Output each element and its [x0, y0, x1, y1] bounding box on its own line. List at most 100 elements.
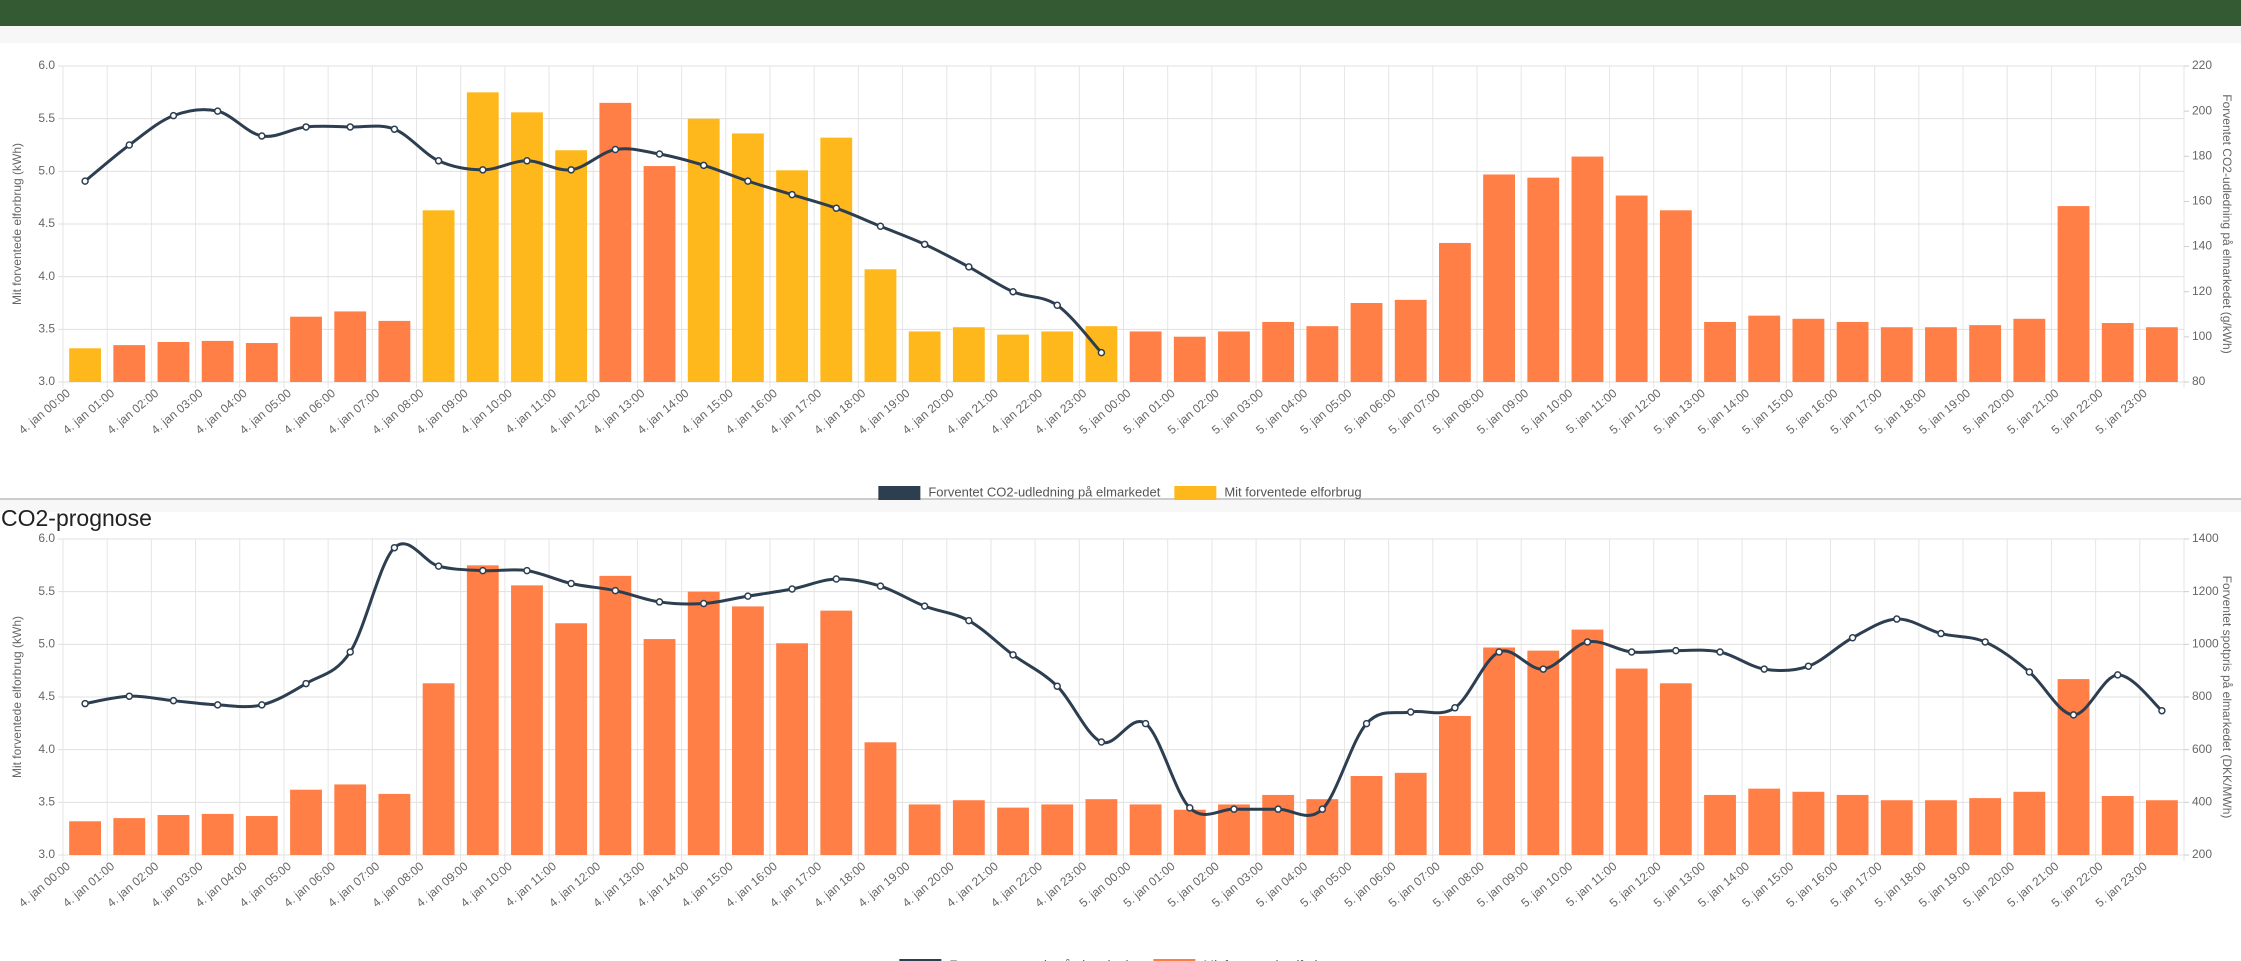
bar [378, 320, 411, 382]
point [744, 177, 752, 185]
point [434, 157, 443, 165]
legend-swatch [899, 959, 942, 961]
point [1009, 287, 1017, 296]
bar [1483, 174, 1516, 382]
bar [157, 341, 190, 382]
bar [422, 683, 455, 855]
bar [997, 807, 1029, 855]
y2-tick-label: 1200 [2192, 584, 2219, 598]
point [567, 579, 575, 588]
bar [1527, 177, 1560, 382]
bar [1306, 326, 1339, 382]
bar [334, 784, 367, 855]
bar [1969, 325, 2002, 382]
bar [1173, 809, 1206, 855]
bar [1836, 321, 1869, 382]
y2-tick-label: 200 [2192, 103, 2212, 117]
bar [1527, 650, 1560, 855]
point [213, 701, 222, 709]
point [1672, 646, 1680, 655]
bar [820, 610, 853, 855]
bar [731, 606, 764, 855]
y-tick-label: 5.0 [38, 637, 55, 651]
section-title: CO2-prognose [1, 505, 152, 531]
y2-tick-label: 180 [2192, 148, 2212, 162]
bar [1483, 647, 1516, 855]
y-axis-title: Mit forventede elforbrug (kWh) [10, 616, 24, 778]
bar [1394, 772, 1427, 855]
point [169, 111, 178, 120]
y2-tick-label: 600 [2192, 742, 2212, 756]
bar [864, 269, 897, 382]
point [169, 696, 178, 705]
bar [643, 639, 676, 855]
point [1583, 638, 1592, 646]
point [1893, 615, 1901, 623]
point [1760, 665, 1768, 673]
y-tick-label: 3.0 [38, 847, 55, 861]
bar [864, 742, 897, 855]
point [1848, 634, 1857, 642]
bar [113, 345, 146, 382]
point [1274, 805, 1282, 813]
legend-label: Mit forventede elforbrug [1203, 957, 1340, 961]
y-tick-label: 4.5 [38, 216, 55, 230]
point [1230, 805, 1238, 813]
bar [2101, 323, 2134, 382]
bar [290, 316, 322, 382]
point [2158, 706, 2166, 715]
bar [334, 311, 367, 382]
point [1981, 638, 1989, 646]
bar [908, 804, 941, 855]
point [965, 263, 973, 271]
bar [69, 821, 102, 855]
point [1318, 805, 1327, 813]
bar [1880, 800, 1913, 855]
bar [643, 166, 676, 382]
bar [687, 591, 720, 855]
point [655, 598, 664, 606]
point [965, 616, 973, 625]
y-tick-label: 3.0 [38, 374, 55, 388]
bar [952, 327, 985, 382]
point [258, 701, 266, 709]
point [346, 123, 354, 131]
bar [1173, 336, 1206, 382]
point [1009, 651, 1017, 659]
bar [113, 818, 146, 855]
y2-tick-label: 1400 [2192, 531, 2219, 545]
bar [290, 789, 322, 855]
point [699, 161, 708, 170]
point [125, 692, 134, 700]
bar [1262, 321, 1295, 382]
bar [2057, 679, 2090, 855]
bar [820, 137, 853, 382]
point [567, 166, 575, 174]
point [744, 592, 752, 600]
y-tick-label: 6.0 [38, 58, 55, 72]
point [611, 586, 620, 595]
point [920, 240, 929, 249]
point [479, 566, 487, 575]
bar [1615, 668, 1648, 855]
point [1716, 648, 1724, 656]
point [1186, 804, 1194, 812]
bar [1704, 794, 1736, 855]
point [788, 585, 796, 593]
point [523, 566, 531, 575]
y2-axis-title: Forventet CO2-udledning på elmarkedet (g… [2220, 94, 2234, 353]
y2-tick-label: 140 [2192, 239, 2212, 253]
y-axis-title: Mit forventede elforbrug (kWh) [10, 143, 24, 305]
y2-tick-label: 120 [2192, 284, 2212, 298]
bar [599, 575, 632, 855]
point [479, 166, 487, 174]
legend-label: Mit forventede elforbrug [1224, 484, 1361, 499]
point [1804, 662, 1813, 670]
bar [1792, 791, 1825, 855]
legend-swatch [878, 486, 921, 500]
point [1097, 348, 1106, 357]
point [1097, 738, 1106, 746]
point [1053, 682, 1061, 690]
